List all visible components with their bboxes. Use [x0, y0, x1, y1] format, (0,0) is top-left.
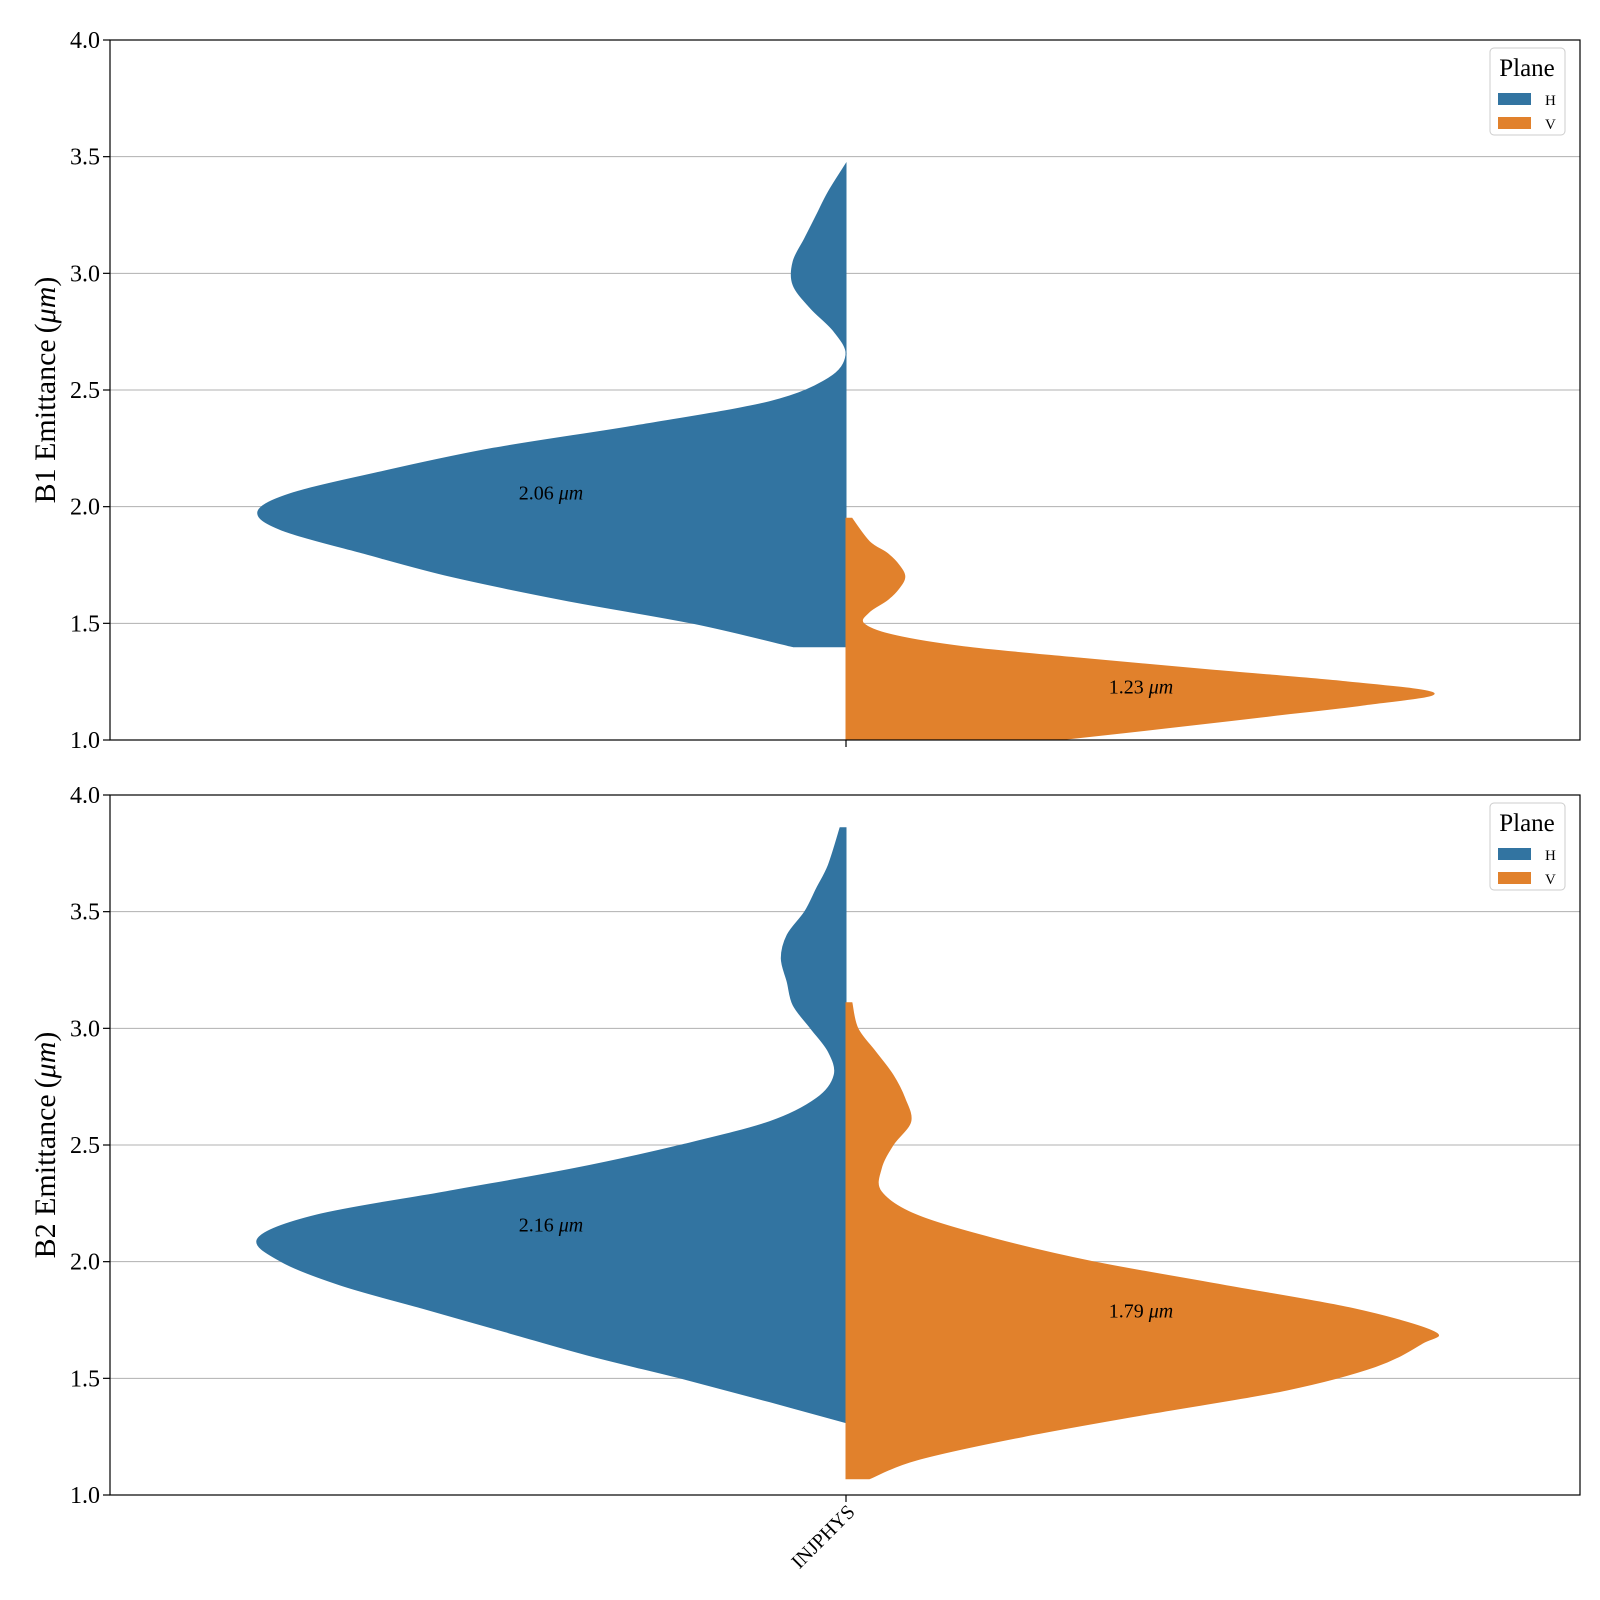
y-tick-label: 1.0	[70, 728, 100, 754]
legend-swatch-H	[1498, 848, 1531, 860]
legend-label-H: H	[1545, 848, 1556, 864]
legend-swatch-H	[1498, 93, 1531, 105]
y-axis-label: B2 Emittance (μm)	[29, 1032, 62, 1259]
legend-label-V: V	[1545, 872, 1556, 888]
legend-title: Plane	[1499, 55, 1555, 82]
y-tick-label: 3.5	[70, 900, 100, 926]
legend-frame	[1489, 802, 1566, 891]
y-axis-label-unit: μm	[29, 1042, 62, 1080]
legend-frame	[1489, 47, 1566, 136]
violin-V-series	[845, 517, 1435, 741]
y-axis-label-paren-close: )	[29, 277, 62, 287]
y-tick-label: 2.5	[70, 1133, 100, 1159]
legend: Plane HV	[1489, 47, 1566, 136]
plot-frame	[109, 39, 1581, 741]
legend-title: Plane	[1499, 810, 1555, 837]
legend-label-V: V	[1545, 117, 1556, 133]
annotation-value: 1.23	[1109, 676, 1144, 698]
y-axis-label-unit: μm	[29, 287, 62, 325]
annotation-V: 1.79 μm	[1109, 1301, 1173, 1323]
plot-frame	[109, 794, 1581, 1496]
annotation-V: 1.23 μm	[1109, 676, 1173, 698]
violin-H-series	[257, 161, 847, 648]
y-axis-label-paren-close: )	[29, 1032, 62, 1042]
y-axis-label-text: B2 Emittance	[29, 1094, 62, 1258]
annotation-unit: μm	[1148, 1301, 1173, 1323]
annotation-value: 1.79	[1109, 1301, 1144, 1323]
annotation-H: 2.16 μm	[519, 1214, 583, 1236]
x-tick-label: INJPHYS	[787, 1501, 859, 1573]
y-tick-label: 3.5	[70, 145, 100, 171]
violin-V-series	[845, 1002, 1440, 1480]
annotation-unit: μm	[558, 1214, 583, 1236]
y-tick-label: 4.0	[70, 783, 100, 809]
y-axis-label-text: B1 Emittance	[29, 339, 62, 503]
annotation-unit: μm	[1148, 676, 1173, 698]
y-tick-label: 2.0	[70, 495, 100, 521]
legend-label-H: H	[1545, 93, 1556, 109]
annotation-value: 2.06	[519, 483, 554, 505]
y-axis-label: B1 Emittance (μm)	[29, 277, 62, 504]
y-tick-label: 2.0	[70, 1250, 100, 1276]
legend-swatch-V	[1498, 117, 1531, 129]
y-tick-label: 4.0	[70, 28, 100, 54]
legend: Plane HV	[1489, 802, 1566, 891]
annotation-value: 2.16	[519, 1214, 554, 1236]
y-tick-label: 1.5	[70, 1366, 100, 1392]
legend-swatch-V	[1498, 872, 1531, 884]
y-tick-label: 1.5	[70, 611, 100, 637]
y-tick-label: 3.0	[70, 261, 100, 287]
y-tick-label: 1.0	[70, 1483, 100, 1509]
y-tick-label: 2.5	[70, 378, 100, 404]
annotation-unit: μm	[558, 483, 583, 505]
y-axis-label-paren-open: (	[29, 323, 62, 333]
y-tick-label: 3.0	[70, 1016, 100, 1042]
violin-H-series	[256, 827, 847, 1424]
annotation-H: 2.06 μm	[519, 483, 583, 505]
y-axis-label-paren-open: (	[29, 1078, 62, 1088]
